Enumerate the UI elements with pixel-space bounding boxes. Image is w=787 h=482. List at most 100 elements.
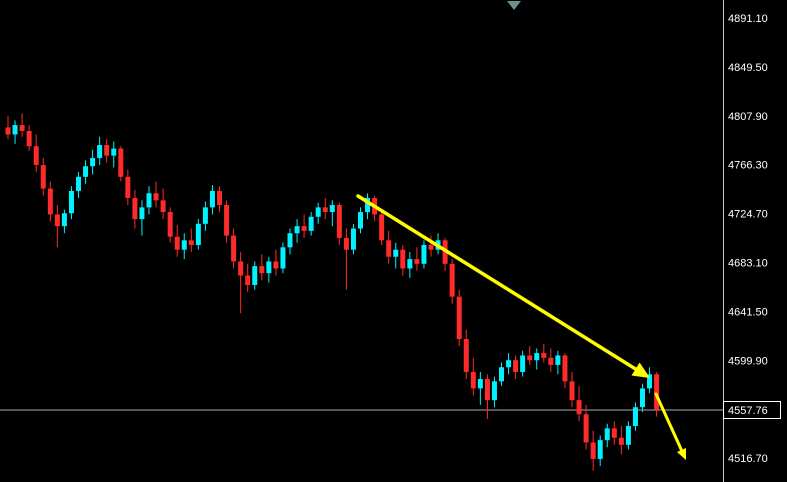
candle: [83, 160, 89, 184]
candle: [604, 423, 610, 448]
trendline-arrow[interactable]: [356, 194, 650, 378]
candle: [499, 362, 504, 387]
candle: [217, 186, 222, 213]
candle: [491, 376, 497, 408]
candle: [167, 207, 173, 243]
candle: [273, 249, 279, 276]
candle: [625, 421, 631, 450]
candle: [40, 157, 46, 196]
price-axis-label: 4599.90: [728, 355, 768, 367]
candle: [125, 169, 131, 206]
price-axis-label: 4766.30: [728, 160, 768, 172]
candle: [259, 254, 265, 281]
candle: [548, 348, 554, 372]
candle: [442, 237, 448, 271]
price-axis-label: 4891.10: [728, 13, 768, 25]
candle: [562, 353, 568, 389]
candle: [139, 200, 145, 236]
candle: [174, 225, 180, 257]
candle: [527, 346, 533, 365]
candle: [647, 367, 653, 394]
candle: [26, 125, 32, 151]
candle: [160, 188, 166, 220]
candle: [350, 223, 356, 255]
candle: [132, 189, 138, 229]
candle: [541, 343, 547, 363]
price-axis-label: 4683.10: [728, 258, 768, 270]
candle: [252, 261, 258, 290]
candle: [597, 435, 603, 466]
candle: [569, 371, 575, 408]
candle: [400, 244, 406, 276]
candle: [358, 207, 363, 234]
price-axis-label: 4807.90: [728, 111, 768, 123]
candle: [379, 209, 385, 245]
candle: [322, 197, 328, 220]
candle: [231, 228, 237, 269]
price-axis-label: 4516.70: [728, 453, 768, 465]
candle: [618, 426, 624, 455]
candle: [19, 113, 25, 137]
candle: [118, 146, 124, 182]
candle: [555, 350, 561, 375]
candle: [477, 371, 483, 405]
candle: [104, 139, 110, 163]
candle: [365, 193, 371, 220]
candle: [463, 329, 469, 379]
candle: [90, 149, 96, 175]
candle: [590, 430, 596, 471]
current-price-box: 4557.76: [723, 400, 781, 419]
candle: [153, 181, 159, 208]
candle: [336, 202, 342, 245]
candle: [238, 252, 244, 314]
candle: [111, 141, 117, 168]
candle: [97, 136, 103, 166]
candle: [188, 228, 194, 253]
candle: [513, 355, 519, 379]
candle: [407, 252, 413, 278]
candle: [520, 350, 526, 377]
candle: [181, 233, 187, 260]
candles-layer: [5, 113, 660, 471]
candle: [632, 402, 638, 431]
candle: [209, 185, 215, 215]
candle: [534, 348, 540, 370]
candle: [315, 202, 321, 224]
candle: [195, 219, 201, 250]
candle: [287, 228, 293, 255]
candle: [386, 230, 392, 264]
price-axis[interactable]: 4891.10 4849.50 4807.90 4766.30 4724.70 4683.…: [728, 13, 768, 465]
candle: [266, 256, 272, 283]
current-price-value: 4557.76: [728, 405, 768, 417]
candle: [428, 235, 434, 257]
candle: [12, 120, 18, 144]
candle: [611, 421, 617, 445]
candle: [146, 186, 152, 215]
candle: [202, 201, 208, 231]
price-axis-label: 4849.50: [728, 62, 768, 74]
forecast-arrow[interactable]: [654, 392, 686, 460]
candle: [449, 259, 455, 304]
candle: [393, 242, 399, 269]
candle: [470, 357, 476, 396]
candle: [61, 209, 67, 234]
candle: [47, 181, 53, 222]
candle: [245, 263, 251, 293]
candle: [506, 353, 512, 375]
candle: [484, 374, 490, 419]
candle: [343, 228, 349, 290]
candle: [421, 240, 427, 269]
price-axis-label: 4724.70: [728, 209, 768, 221]
candle: [54, 205, 60, 248]
candle: [76, 172, 81, 198]
candle: [640, 383, 645, 412]
candle: [583, 404, 589, 450]
candle: [224, 200, 230, 243]
candle: [329, 200, 335, 227]
candle: [280, 242, 286, 274]
chart-shift-marker[interactable]: [507, 1, 521, 10]
candle: [5, 115, 11, 140]
candle: [33, 134, 39, 173]
